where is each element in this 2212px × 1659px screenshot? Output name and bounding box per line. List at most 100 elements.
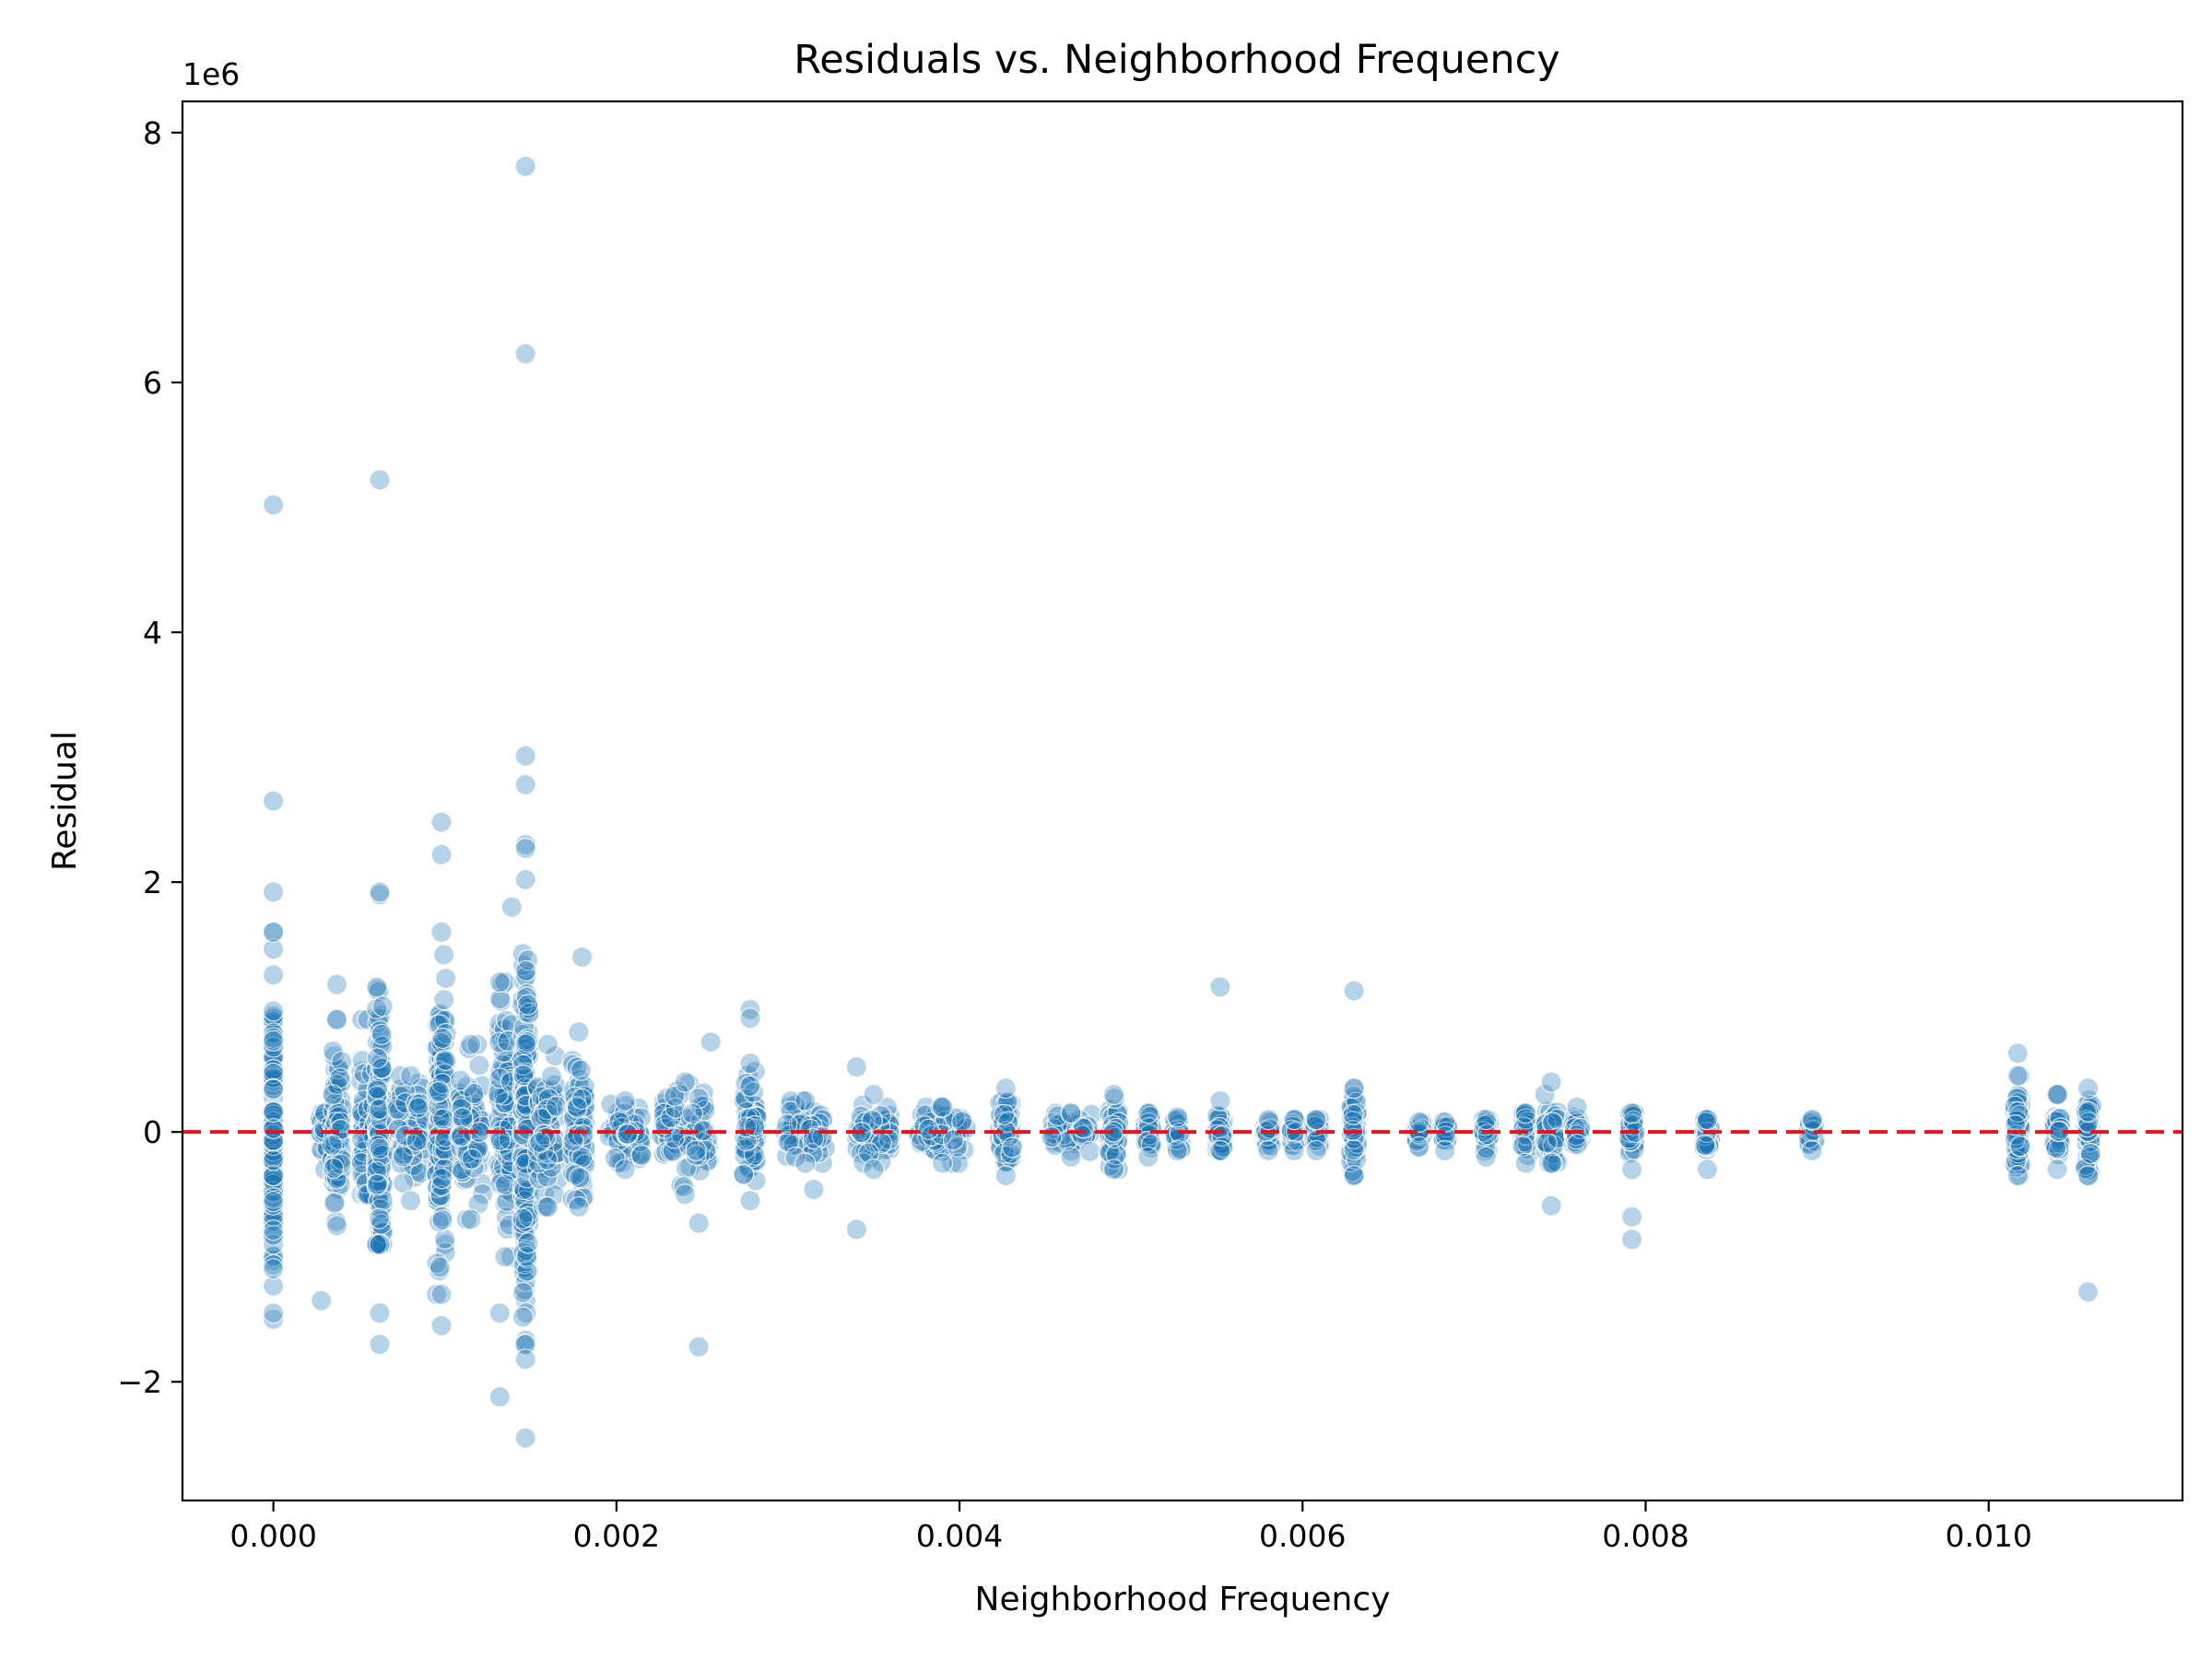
data-point bbox=[514, 745, 536, 767]
data-point bbox=[614, 1089, 636, 1112]
data-point bbox=[568, 1021, 590, 1043]
data-point bbox=[263, 1258, 285, 1280]
data-point bbox=[674, 1183, 696, 1206]
data-point bbox=[2077, 1077, 2100, 1100]
data-point bbox=[369, 1333, 391, 1356]
data-point bbox=[681, 1102, 704, 1124]
data-point bbox=[366, 1084, 389, 1107]
data-point bbox=[1514, 1102, 1536, 1124]
data-point bbox=[931, 1152, 954, 1174]
data-point bbox=[366, 1077, 388, 1100]
data-point bbox=[324, 1192, 346, 1214]
data-point bbox=[951, 1111, 973, 1133]
data-point bbox=[463, 1082, 485, 1105]
data-point bbox=[845, 1056, 868, 1078]
data-point bbox=[371, 995, 394, 1018]
data-point bbox=[325, 1008, 348, 1030]
data-point bbox=[407, 1097, 429, 1119]
data-point bbox=[863, 1159, 885, 1181]
data-point bbox=[366, 1160, 388, 1182]
data-point bbox=[1137, 1102, 1159, 1124]
data-point bbox=[1434, 1111, 1456, 1133]
data-point bbox=[569, 1166, 591, 1189]
data-point bbox=[466, 1137, 489, 1159]
y-axis-offset-label: 1e6 bbox=[182, 56, 240, 92]
y-tick-label: 2 bbox=[143, 865, 162, 900]
data-point bbox=[263, 1308, 285, 1331]
data-point bbox=[467, 1193, 489, 1215]
data-point bbox=[515, 959, 537, 982]
data-point bbox=[369, 1137, 391, 1159]
data-point bbox=[263, 1149, 285, 1171]
y-tick-label: −2 bbox=[117, 1364, 162, 1400]
data-point bbox=[1801, 1108, 1823, 1131]
data-point bbox=[1209, 976, 1231, 998]
data-point bbox=[517, 1232, 539, 1254]
data-point bbox=[917, 1118, 940, 1141]
data-point bbox=[488, 971, 511, 994]
data-point bbox=[1540, 1152, 1562, 1174]
data-point bbox=[1408, 1111, 1430, 1133]
data-point bbox=[263, 1100, 285, 1124]
data-point bbox=[630, 1145, 653, 1167]
data-point bbox=[688, 1212, 710, 1234]
data-point bbox=[451, 1124, 473, 1147]
data-point bbox=[450, 1069, 472, 1091]
data-point bbox=[514, 343, 536, 365]
data-point bbox=[392, 1146, 414, 1168]
data-point bbox=[263, 1224, 285, 1246]
data-point bbox=[2006, 1065, 2029, 1087]
data-point bbox=[263, 790, 285, 812]
data-point bbox=[1079, 1140, 1101, 1162]
data-point bbox=[1001, 1136, 1024, 1159]
chart-title: Residuals vs. Neighborhood Frequency bbox=[794, 37, 1559, 83]
data-point bbox=[367, 1047, 389, 1069]
data-point bbox=[434, 1233, 456, 1255]
data-point bbox=[794, 1152, 817, 1174]
x-tick-label: 0.010 bbox=[1945, 1518, 2031, 1554]
data-point bbox=[2009, 1135, 2031, 1158]
data-point bbox=[321, 1134, 343, 1156]
data-point bbox=[2046, 1159, 2068, 1181]
data-point bbox=[330, 1112, 352, 1134]
data-point bbox=[263, 1030, 285, 1052]
data-point bbox=[1102, 1083, 1125, 1106]
data-point bbox=[512, 1207, 534, 1230]
data-point bbox=[1512, 1135, 1534, 1157]
y-tick-label: 0 bbox=[143, 1114, 162, 1150]
data-point bbox=[426, 1252, 448, 1275]
data-point bbox=[488, 1302, 511, 1324]
data-point bbox=[350, 1008, 373, 1030]
data-point bbox=[371, 1023, 393, 1045]
data-point bbox=[365, 1086, 388, 1108]
data-point bbox=[863, 1083, 885, 1106]
data-point bbox=[1475, 1108, 1498, 1131]
data-point bbox=[366, 1173, 388, 1195]
data-point bbox=[1137, 1146, 1159, 1168]
data-point bbox=[370, 1198, 392, 1220]
data-point bbox=[514, 868, 536, 891]
data-point bbox=[452, 1107, 474, 1129]
data-point bbox=[2046, 1083, 2068, 1106]
data-point bbox=[435, 967, 457, 990]
data-point bbox=[369, 1233, 391, 1255]
data-point bbox=[322, 1084, 344, 1106]
data-point bbox=[1257, 1108, 1279, 1131]
data-point bbox=[739, 1007, 761, 1030]
data-point bbox=[263, 881, 285, 903]
data-point bbox=[263, 1000, 285, 1022]
data-point bbox=[1342, 1103, 1364, 1125]
data-point bbox=[371, 1035, 394, 1057]
data-point bbox=[430, 1283, 453, 1306]
data-point bbox=[2077, 1164, 2100, 1187]
data-point bbox=[432, 1108, 454, 1130]
y-tick-label: 8 bbox=[143, 115, 162, 151]
data-point bbox=[529, 1131, 551, 1154]
data-point bbox=[700, 1030, 722, 1053]
data-point bbox=[571, 1088, 593, 1111]
data-point bbox=[466, 1033, 488, 1055]
data-point bbox=[1696, 1159, 1719, 1181]
data-point bbox=[1540, 1194, 1562, 1217]
data-point bbox=[1475, 1146, 1498, 1168]
data-point bbox=[430, 811, 453, 833]
